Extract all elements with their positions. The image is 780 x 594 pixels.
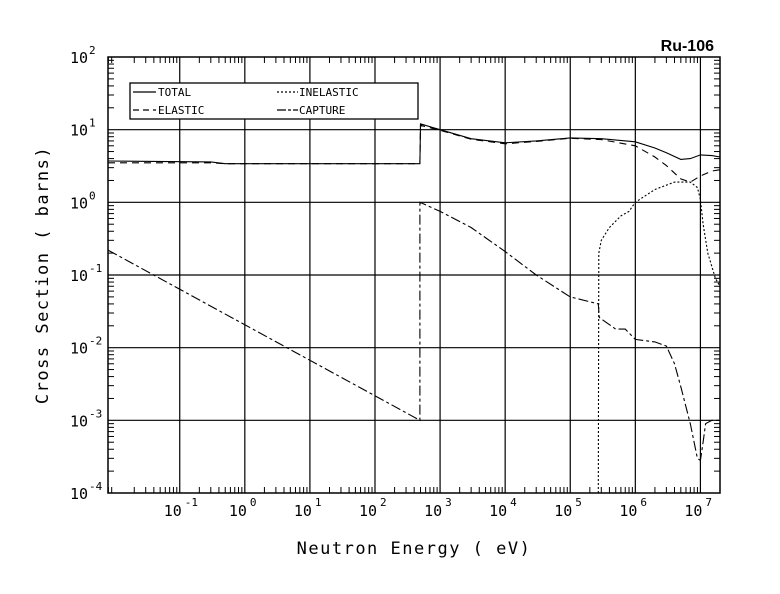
y-tick-exponent: -4 <box>89 480 103 493</box>
y-tick-exponent: 1 <box>89 117 96 130</box>
y-tick-exponent: -2 <box>89 335 102 348</box>
series-capture <box>107 201 720 462</box>
series-inelastic <box>597 181 721 494</box>
series-elastic <box>108 124 721 183</box>
legend-label-inelastic: INELASTIC <box>299 86 359 99</box>
x-tick-exponent: 6 <box>640 496 647 509</box>
x-tick-exponent: 2 <box>380 496 387 509</box>
x-tick-labels: 10 -1 10 0 10 1 10 2 10 3 10 4 10 5 10 6 10 7 <box>164 496 712 520</box>
legend-label-capture: CAPTURE <box>299 104 345 117</box>
y-tick-exponent: 2 <box>89 44 96 57</box>
x-tick-label: 10 <box>554 502 572 520</box>
x-tick-exponent: 4 <box>510 496 517 509</box>
x-tick-label: 10 <box>424 502 442 520</box>
legend: TOTAL ELASTIC INELASTIC CAPTURE <box>129 82 419 120</box>
x-tick-exponent: 1 <box>315 496 322 509</box>
x-tick-exponent: -1 <box>185 496 198 509</box>
axis-ticks <box>107 57 721 493</box>
x-tick-label: 10 <box>229 502 247 520</box>
plot-frame <box>107 56 721 494</box>
legend-label-elastic: ELASTIC <box>158 104 204 117</box>
x-tick-label: 10 <box>684 502 702 520</box>
legend-label-total: TOTAL <box>158 86 191 99</box>
y-tick-label: 10 <box>70 267 88 285</box>
y-tick-label: 10 <box>70 412 88 430</box>
x-tick-exponent: 7 <box>705 496 712 509</box>
x-axis-label: Neutron Energy ( eV) <box>297 539 532 559</box>
y-tick-label: 10 <box>70 194 88 212</box>
x-tick-label: 10 <box>294 502 312 520</box>
x-tick-exponent: 0 <box>250 496 257 509</box>
y-tick-exponent: -3 <box>89 407 102 420</box>
x-tick-exponent: 5 <box>575 496 582 509</box>
y-tick-label: 10 <box>70 485 88 503</box>
y-tick-label: 10 <box>70 49 88 67</box>
x-tick-exponent: 3 <box>445 496 452 509</box>
x-tick-label: 10 <box>489 502 507 520</box>
series-lines <box>107 123 721 494</box>
y-tick-label: 10 <box>70 122 88 140</box>
x-tick-label: 10 <box>619 502 637 520</box>
x-tick-label: 10 <box>164 502 182 520</box>
series-total <box>107 123 721 165</box>
y-axis-label: Cross Section ( barns) <box>33 146 53 404</box>
y-tick-exponent: 0 <box>89 189 96 202</box>
chart-title: Ru-106 <box>661 38 714 55</box>
y-tick-label: 10 <box>70 340 88 358</box>
y-tick-exponent: -1 <box>89 262 102 275</box>
grid <box>108 57 720 493</box>
x-tick-label: 10 <box>359 502 377 520</box>
